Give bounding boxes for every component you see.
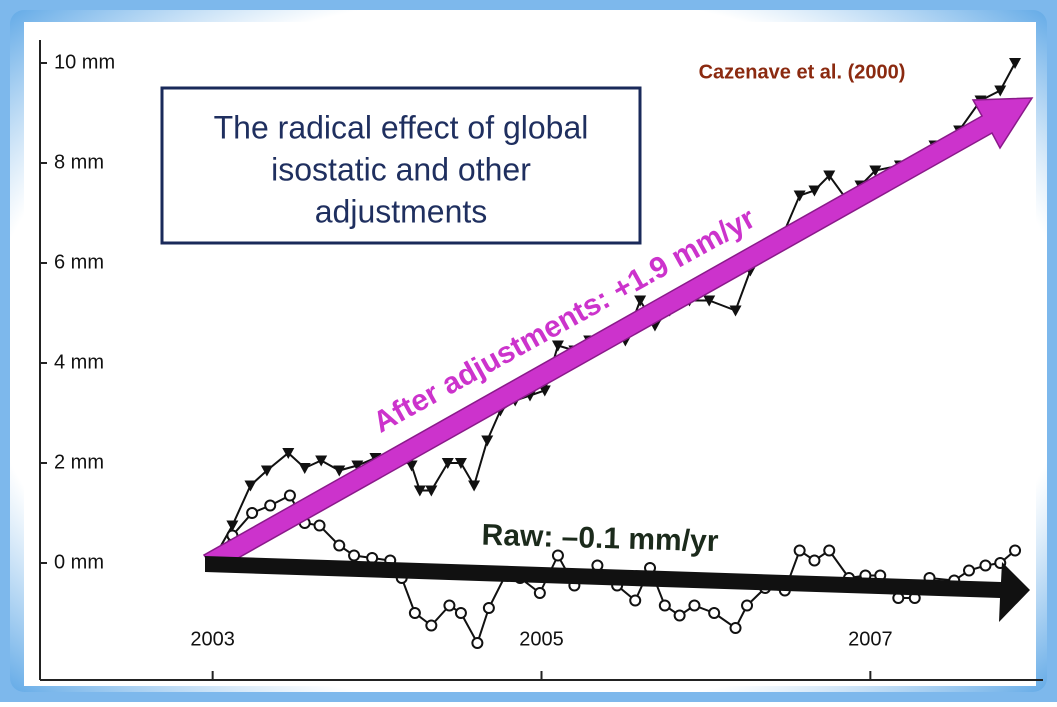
- point: [708, 607, 721, 619]
- point: [441, 458, 454, 469]
- point: [808, 554, 821, 567]
- y-tick-label: 0 mm: [54, 551, 104, 573]
- point: [454, 607, 467, 619]
- box-line: isostatic and other: [271, 151, 531, 187]
- point: [869, 165, 882, 177]
- point: [425, 485, 438, 497]
- point: [468, 480, 481, 492]
- point: [264, 499, 277, 512]
- point: [1009, 544, 1022, 557]
- point: [481, 435, 494, 447]
- point: [808, 185, 821, 197]
- y-tick-label: 8 mm: [54, 151, 104, 173]
- point: [226, 520, 239, 532]
- point: [482, 602, 495, 614]
- point: [963, 564, 976, 577]
- box-line: adjustments: [315, 193, 488, 229]
- y-tick-label: 4 mm: [54, 351, 104, 373]
- point: [313, 519, 326, 532]
- point: [298, 463, 311, 474]
- point: [315, 455, 328, 467]
- point: [333, 539, 346, 552]
- point: [994, 85, 1007, 97]
- point: [1009, 58, 1022, 69]
- point: [471, 637, 484, 649]
- point: [551, 549, 564, 562]
- point: [282, 448, 295, 459]
- point: [454, 458, 467, 469]
- point: [260, 465, 273, 477]
- point: [538, 385, 551, 397]
- point: [629, 594, 642, 607]
- point: [658, 599, 671, 612]
- point: [405, 460, 418, 472]
- point: [634, 295, 647, 307]
- point: [741, 599, 754, 612]
- point: [244, 480, 257, 492]
- point: [703, 295, 716, 307]
- point: [673, 609, 686, 622]
- adjusted-trend-arrow: [202, 97, 1034, 572]
- raw-label: Raw: –0.1 mm/yr: [481, 519, 719, 559]
- point: [246, 507, 259, 519]
- x-tick-label: 2007: [848, 628, 893, 650]
- point: [729, 622, 742, 634]
- point: [283, 489, 296, 502]
- point: [348, 549, 361, 562]
- point: [443, 599, 456, 612]
- point: [408, 607, 421, 619]
- x-tick-label: 2005: [519, 628, 564, 650]
- text-box: [160, 86, 642, 245]
- point: [823, 170, 836, 182]
- point: [551, 340, 564, 352]
- y-tick-label: 10 mm: [54, 51, 115, 73]
- box-line: The radical effect of global: [214, 109, 589, 145]
- point: [823, 544, 836, 557]
- source: Cazenave et al. (2000): [699, 61, 906, 83]
- point: [425, 619, 438, 632]
- point: [729, 305, 742, 317]
- x-tick-label: 2003: [190, 628, 235, 650]
- point: [533, 587, 546, 599]
- point: [413, 485, 426, 497]
- point: [979, 559, 992, 572]
- point: [688, 599, 701, 612]
- y-tick-label: 6 mm: [54, 251, 104, 273]
- point: [793, 190, 806, 202]
- y-tick-label: 2 mm: [54, 451, 104, 473]
- point: [793, 544, 806, 557]
- raw-trend-arrow: [205, 556, 1030, 622]
- point: [351, 460, 364, 472]
- point: [333, 465, 346, 477]
